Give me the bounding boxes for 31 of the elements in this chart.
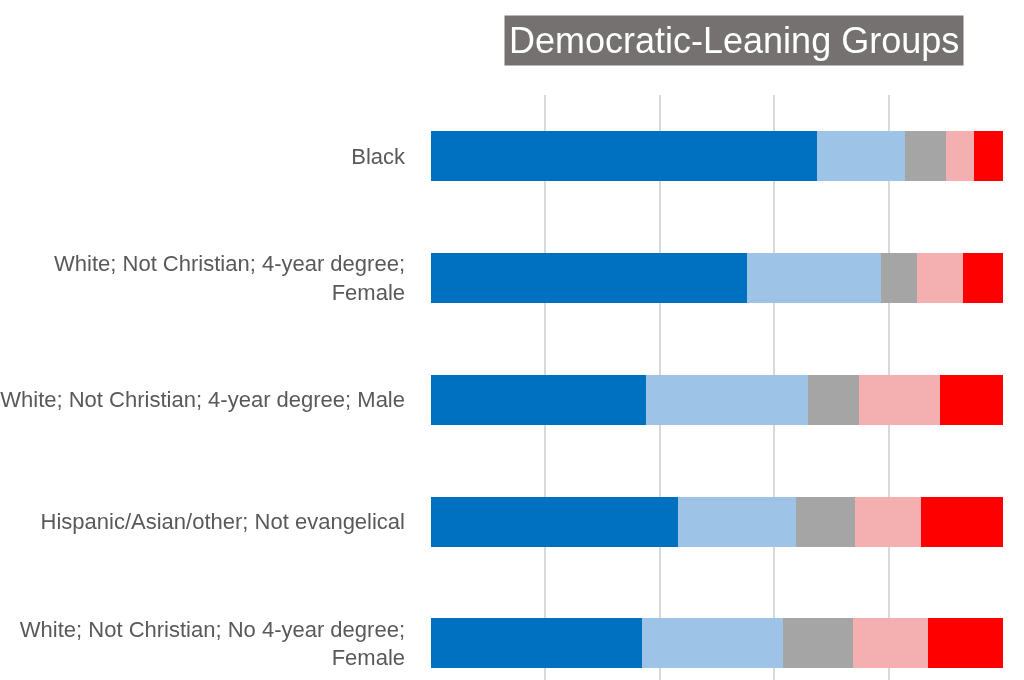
bar — [855, 496, 921, 547]
bar — [641, 618, 783, 669]
bar — [795, 496, 856, 547]
y-tick-label: Black — [351, 143, 406, 169]
bar — [962, 252, 1003, 303]
bar — [945, 130, 974, 181]
bar — [782, 618, 854, 669]
bar — [881, 252, 918, 303]
bar — [431, 496, 678, 547]
bar — [940, 374, 1003, 425]
bar — [853, 618, 929, 669]
y-tick-label: White; Not Christian; No 4-year degree; Female — [19, 616, 405, 671]
bar — [807, 374, 859, 425]
y-tick-label: White; Not Christian; 4-year degree; Male — [0, 387, 405, 413]
bar — [973, 130, 1003, 181]
chart-title: Democratic-Leaning Groups — [509, 20, 960, 61]
bar — [858, 374, 941, 425]
bar — [431, 374, 647, 425]
bar — [677, 496, 796, 547]
bar — [816, 130, 905, 181]
bar — [917, 252, 963, 303]
bar — [431, 252, 747, 303]
bar — [920, 496, 1003, 547]
bar — [746, 252, 882, 303]
bar — [904, 130, 946, 181]
bar — [431, 618, 642, 669]
y-tick-label: Hispanic/Asian/other; Not evangelical — [40, 509, 405, 535]
bar — [928, 618, 1003, 669]
bar — [646, 374, 808, 425]
bar — [431, 130, 817, 181]
y-tick-label: White; Not Christian; 4-year degree; Female — [54, 251, 405, 305]
